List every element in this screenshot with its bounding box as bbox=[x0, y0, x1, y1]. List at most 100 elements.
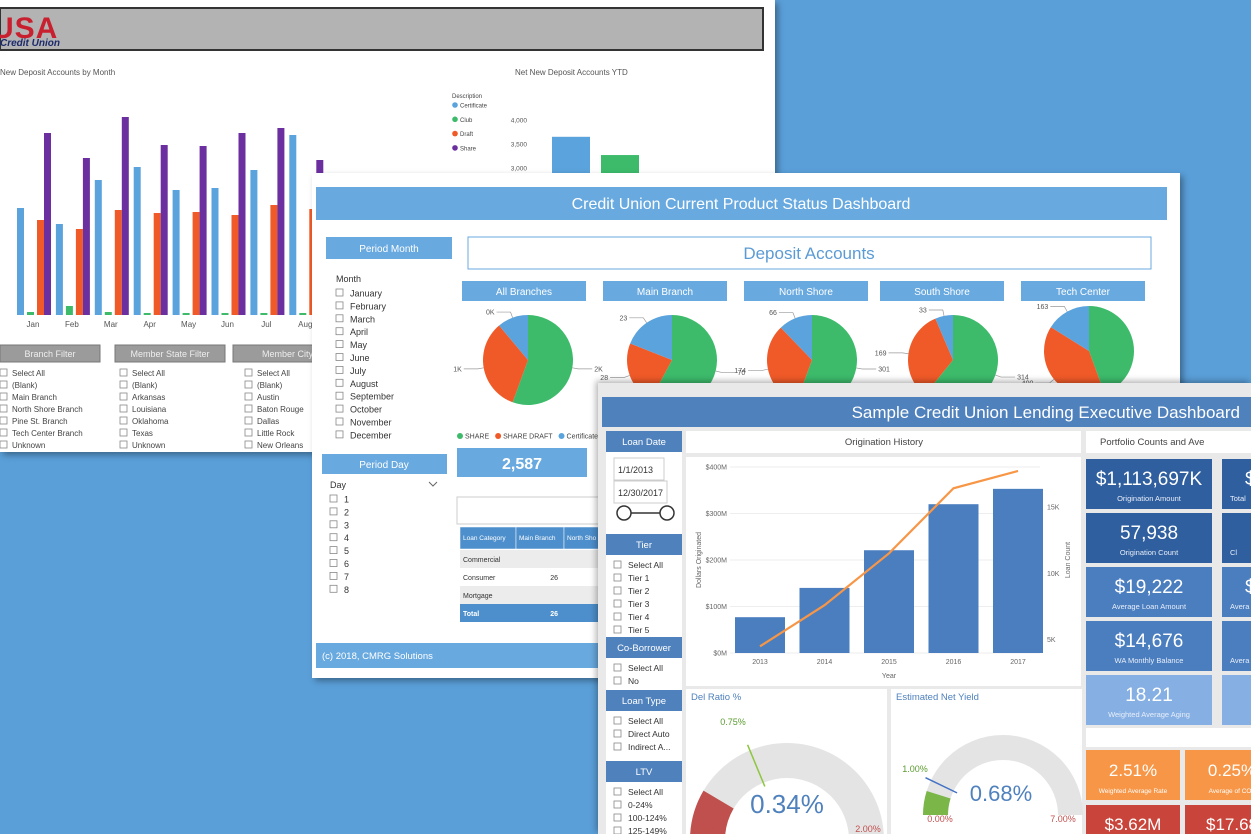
pie-slice bbox=[935, 315, 953, 360]
checkbox bbox=[335, 365, 344, 374]
slicer-item: Select All bbox=[628, 716, 663, 726]
checkbox bbox=[613, 612, 622, 621]
bar bbox=[199, 146, 207, 315]
chart-title: Origination History bbox=[845, 437, 923, 448]
checkbox bbox=[119, 380, 128, 389]
filter-item: (Blank) bbox=[132, 381, 158, 390]
leader-line bbox=[463, 367, 484, 370]
slicer-header bbox=[606, 534, 682, 555]
ytd-bar bbox=[552, 136, 590, 176]
amount-value: $17.68 bbox=[1206, 815, 1251, 834]
checkbox bbox=[335, 417, 344, 426]
leader-line bbox=[1050, 306, 1068, 312]
filter-item: Arkansas bbox=[132, 393, 165, 402]
checkbox bbox=[613, 663, 622, 672]
gauge-track bbox=[690, 742, 884, 834]
filter-item: Unknown bbox=[132, 441, 165, 450]
gauge-value bbox=[923, 790, 951, 815]
amount-value: $3.62M bbox=[1105, 815, 1162, 834]
checkbox bbox=[244, 404, 253, 413]
leader-line bbox=[778, 312, 796, 319]
checkbox bbox=[613, 813, 622, 822]
lending-panel: Sample Credit Union Lending Executive Da… bbox=[598, 383, 1251, 834]
kpi-caption: Avera bbox=[1230, 602, 1250, 611]
slider-handle bbox=[616, 505, 632, 521]
slicer-item: Direct Auto bbox=[628, 729, 670, 739]
bar bbox=[799, 587, 850, 653]
day-item: 8 bbox=[344, 585, 349, 595]
kpi-value: $1,113,697K bbox=[1096, 469, 1203, 490]
month-item: March bbox=[350, 314, 375, 324]
slicer-item: No bbox=[628, 676, 639, 686]
rate-tile bbox=[1086, 750, 1180, 800]
checkbox bbox=[613, 800, 622, 809]
logo-sub: Credit Union bbox=[0, 38, 60, 49]
pie-slice bbox=[650, 315, 718, 405]
x-tick-label: 2017 bbox=[1010, 659, 1026, 666]
slicer-title: Loan Type bbox=[622, 696, 666, 707]
bar bbox=[17, 208, 24, 315]
pie-label: 1K bbox=[453, 366, 462, 373]
panel-title: Sample Credit Union Lending Executive Da… bbox=[852, 403, 1240, 422]
checkbox bbox=[335, 340, 344, 349]
filter-item: Little Rock bbox=[257, 429, 295, 438]
date-value: 12/30/2017 bbox=[618, 488, 663, 498]
ytd-title: Net New Deposit Accounts YTD bbox=[515, 68, 628, 77]
bar bbox=[211, 188, 219, 315]
leader-line bbox=[629, 317, 647, 323]
amount-tile bbox=[1086, 805, 1180, 834]
kpi-value: 18.21 bbox=[1125, 685, 1173, 706]
x-tick-label: 2015 bbox=[881, 659, 897, 666]
slicer-header bbox=[606, 431, 682, 452]
checkbox bbox=[335, 353, 344, 361]
checkbox bbox=[613, 560, 622, 569]
branch-button bbox=[1021, 281, 1145, 301]
bar bbox=[153, 213, 161, 315]
filter-item: (Blank) bbox=[12, 381, 38, 390]
branch-button bbox=[744, 281, 868, 301]
checkbox bbox=[244, 416, 253, 425]
gauge-max-label: 7.00% bbox=[1050, 814, 1076, 824]
filter-item: Dallas bbox=[257, 417, 279, 426]
line-series bbox=[759, 469, 1019, 648]
bar bbox=[221, 313, 229, 315]
kpi-caption: WA Monthly Balance bbox=[1115, 656, 1184, 665]
filter-button bbox=[0, 344, 101, 363]
leader-line bbox=[496, 311, 513, 318]
legend-marker bbox=[452, 130, 458, 137]
leader-line bbox=[610, 375, 630, 378]
kpi-caption: Origination Amount bbox=[1117, 494, 1182, 503]
month-item: September bbox=[350, 392, 394, 402]
pie-label: 28 bbox=[600, 375, 608, 382]
branch-label: South Shore bbox=[914, 287, 970, 298]
pie-label: 23 bbox=[620, 315, 628, 322]
checkbox bbox=[613, 586, 622, 595]
slicer-item: Select All bbox=[628, 787, 663, 797]
filter-item: Select All bbox=[132, 369, 165, 378]
table-cell: 26 bbox=[550, 575, 558, 582]
filter-item: Pine St. Branch bbox=[12, 417, 68, 426]
checkbox bbox=[335, 288, 344, 297]
pie-slice bbox=[483, 325, 528, 403]
checkbox bbox=[613, 729, 622, 738]
bar bbox=[75, 229, 83, 315]
gauge-target-label: 0.75% bbox=[720, 717, 746, 727]
legend-label: SHARE DRAFT bbox=[503, 434, 553, 441]
logo-brand: USA bbox=[0, 12, 58, 45]
filter-item: (Blank) bbox=[257, 381, 283, 390]
table-row bbox=[460, 550, 604, 568]
bar bbox=[270, 205, 278, 315]
branch-button bbox=[880, 281, 1004, 301]
pie-slice bbox=[499, 315, 528, 360]
month-item: October bbox=[350, 405, 382, 415]
day-item: 2 bbox=[344, 507, 349, 517]
slicer-title: Tier bbox=[636, 540, 652, 551]
filter-item: Austin bbox=[257, 393, 279, 402]
legend-marker bbox=[558, 433, 565, 439]
leader-line bbox=[572, 367, 593, 370]
checkbox bbox=[119, 404, 128, 413]
rate-tile bbox=[1185, 750, 1251, 800]
leader-line bbox=[888, 352, 909, 355]
slicer-item: 125-149% bbox=[628, 826, 667, 834]
